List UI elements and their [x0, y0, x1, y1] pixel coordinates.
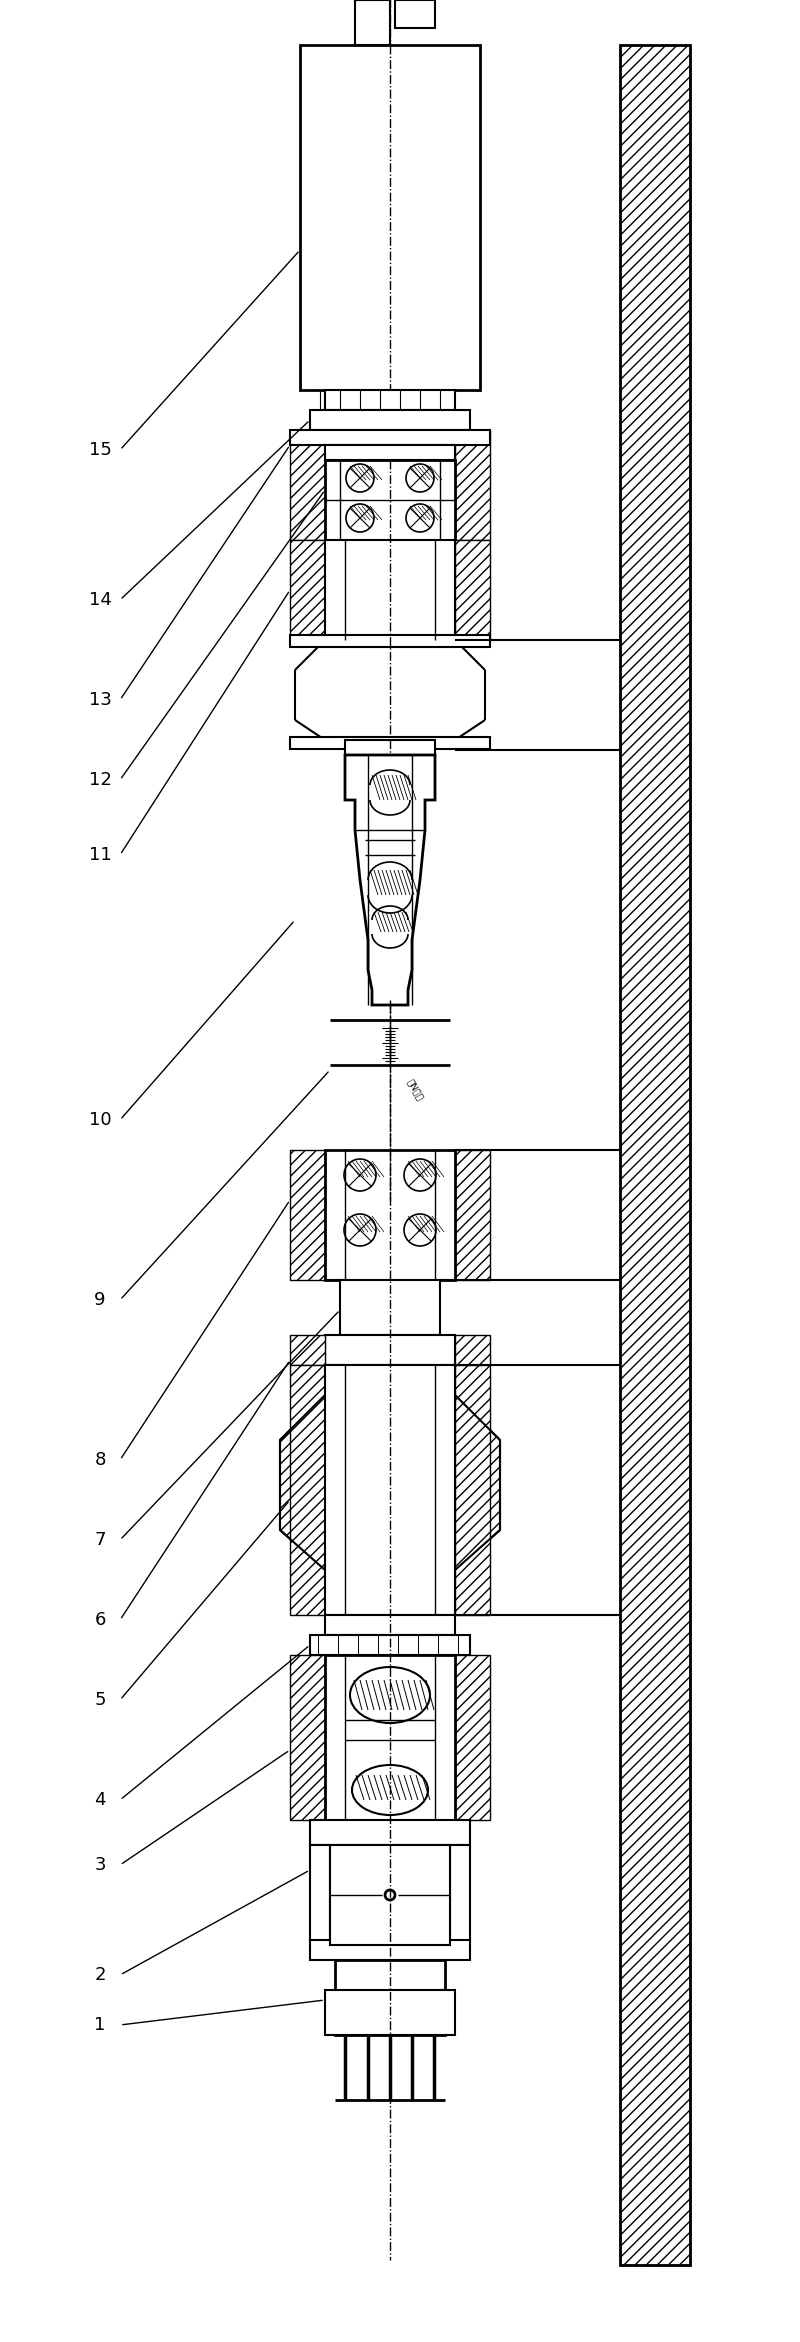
Bar: [340, 1281, 440, 1335]
Bar: [355, 0, 390, 44]
Text: 9: 9: [94, 1290, 106, 1309]
Bar: [290, 431, 325, 541]
Text: 14: 14: [89, 590, 111, 609]
Bar: [290, 431, 490, 445]
Bar: [620, 44, 690, 2265]
Bar: [325, 1656, 455, 1820]
Bar: [455, 541, 490, 639]
Text: 10: 10: [89, 1110, 111, 1129]
Text: 1: 1: [94, 2016, 106, 2033]
Bar: [330, 1845, 450, 1944]
Text: 2: 2: [94, 1965, 106, 1984]
Text: 13: 13: [89, 691, 111, 710]
Bar: [310, 1820, 470, 1845]
Bar: [290, 635, 490, 646]
PathPatch shape: [455, 1396, 500, 1569]
Polygon shape: [345, 754, 435, 1005]
Text: 4: 4: [94, 1792, 106, 1808]
Bar: [325, 541, 455, 639]
Bar: [325, 1150, 455, 1281]
Bar: [290, 1150, 325, 1281]
Bar: [290, 1335, 325, 1365]
Text: 15: 15: [89, 440, 111, 459]
Bar: [290, 738, 490, 749]
Bar: [310, 1635, 470, 1656]
Text: 一N等分: 一N等分: [405, 1077, 424, 1103]
Bar: [335, 1960, 445, 2035]
Bar: [325, 445, 455, 459]
Bar: [450, 1845, 470, 1944]
Bar: [325, 1365, 455, 1616]
Bar: [300, 44, 480, 391]
Ellipse shape: [352, 1766, 428, 1815]
Bar: [345, 740, 435, 754]
Bar: [325, 391, 455, 410]
Text: 12: 12: [89, 771, 111, 789]
Bar: [310, 1845, 330, 1944]
Text: 7: 7: [94, 1532, 106, 1548]
PathPatch shape: [280, 1396, 325, 1569]
Text: 3: 3: [94, 1855, 106, 1874]
Bar: [325, 1616, 455, 1635]
Bar: [290, 1365, 325, 1616]
Bar: [310, 410, 470, 431]
Bar: [455, 1656, 490, 1820]
Bar: [290, 541, 325, 639]
Bar: [620, 44, 690, 2265]
Bar: [325, 459, 455, 541]
Bar: [325, 1335, 455, 1365]
Text: 5: 5: [94, 1691, 106, 1710]
Text: 6: 6: [94, 1611, 106, 1630]
Bar: [455, 431, 490, 541]
Bar: [290, 1656, 325, 1820]
Bar: [325, 1991, 455, 2035]
Bar: [395, 0, 435, 28]
Bar: [455, 1150, 490, 1281]
Ellipse shape: [350, 1668, 430, 1724]
Bar: [310, 1939, 470, 1960]
Text: 8: 8: [94, 1452, 106, 1468]
Text: 11: 11: [89, 845, 111, 864]
Bar: [455, 1365, 490, 1616]
Bar: [455, 1335, 490, 1365]
